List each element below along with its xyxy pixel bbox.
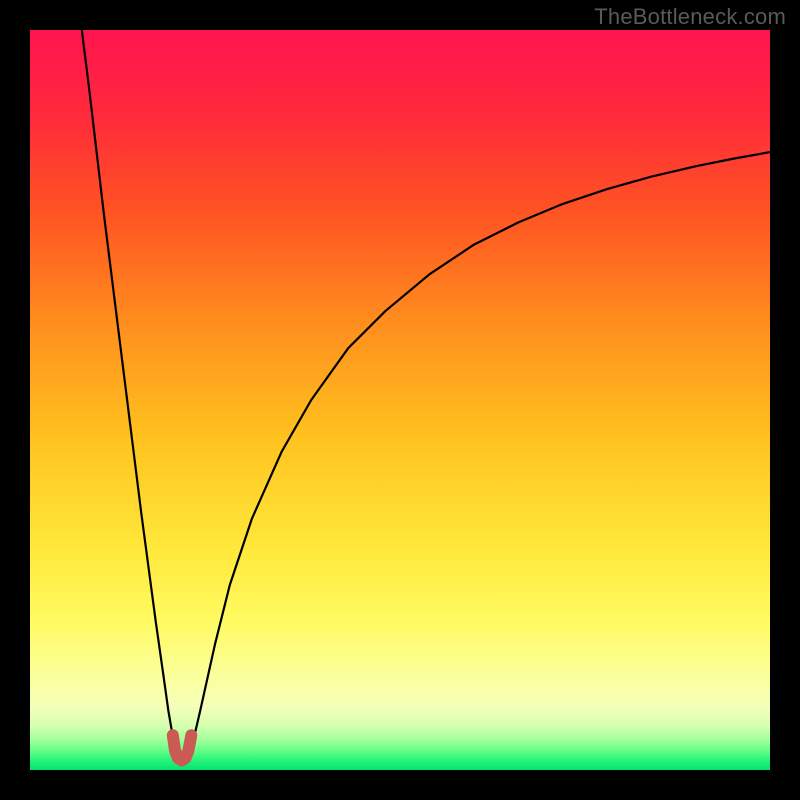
- watermark-label: TheBottleneck.com: [594, 4, 786, 30]
- chart-container: TheBottleneck.com: [0, 0, 800, 800]
- bottleneck-chart: [0, 0, 800, 800]
- plot-background: [30, 30, 770, 770]
